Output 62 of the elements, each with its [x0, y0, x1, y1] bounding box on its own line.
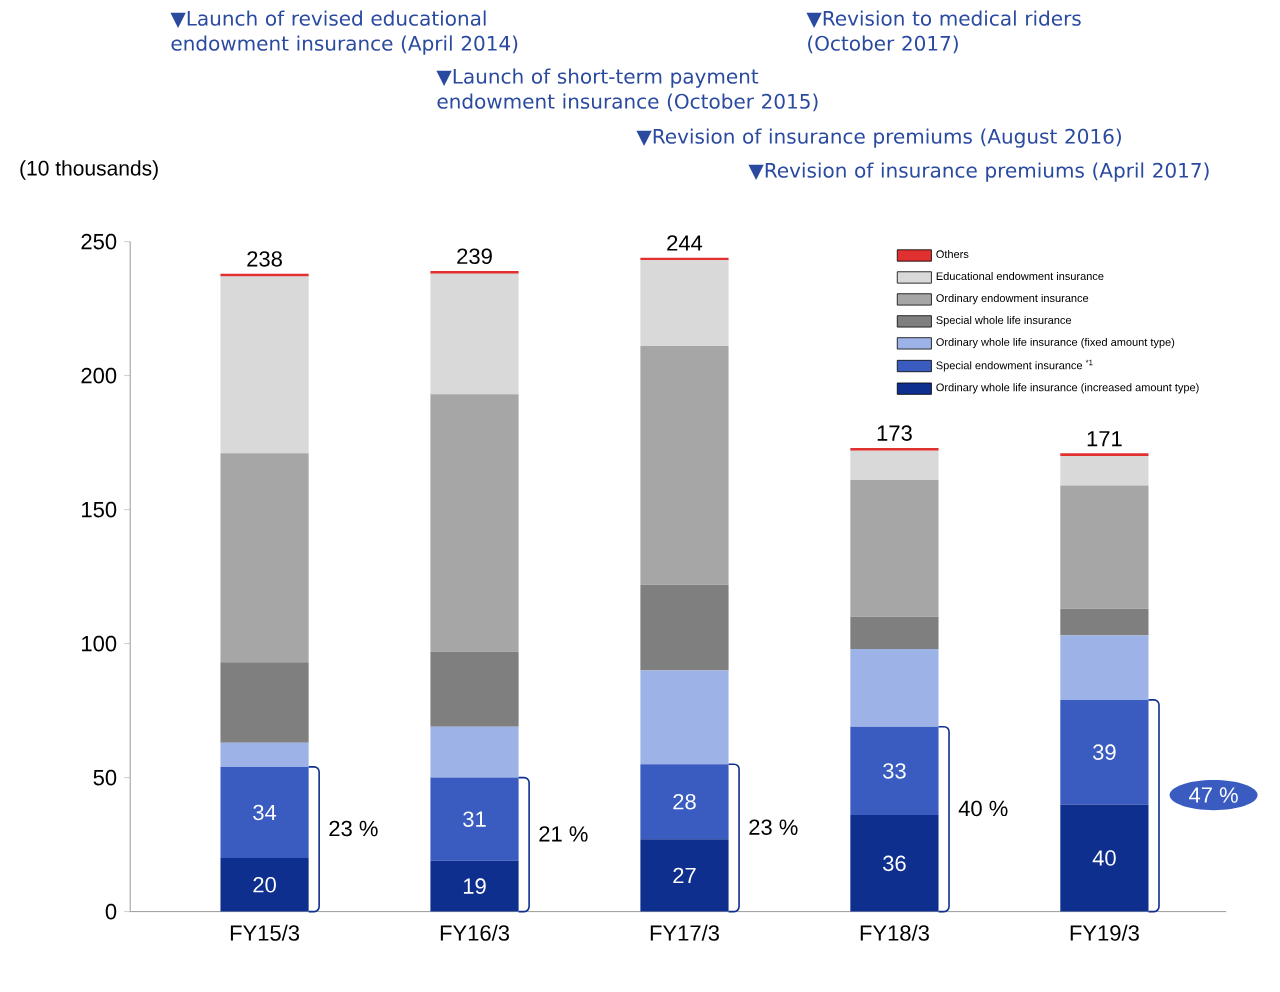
y-tick-label: 200	[81, 367, 117, 384]
bar	[1060, 635, 1149, 700]
bar	[430, 394, 519, 652]
x-tick-label: FY16/3	[440, 924, 510, 941]
bar	[850, 480, 939, 617]
text: ▼Revision of insurance premiums (April 2017)	[748, 162, 1209, 182]
bar	[1060, 456, 1149, 486]
x-tick-label: FY15/3	[230, 924, 300, 941]
annotation: 40 %	[958, 800, 1008, 817]
annotation: 23 %	[749, 819, 798, 835]
text: ▼Launch of revised educational endowment insurance (April 2014)	[170, 10, 518, 55]
y-tick-label: 250	[81, 233, 117, 250]
data-label: 40	[1092, 850, 1116, 866]
bar	[220, 276, 309, 454]
bar	[850, 450, 939, 481]
data-label: 39	[1093, 744, 1116, 760]
y-tick-label: 50	[93, 769, 117, 786]
bar	[850, 648, 939, 727]
bar	[640, 346, 729, 585]
bar	[430, 273, 519, 395]
bar	[1060, 699, 1149, 805]
data-label: 27	[673, 867, 696, 884]
y-tick-label: 100	[82, 635, 117, 652]
bar	[220, 742, 309, 767]
data-label: 20	[253, 877, 276, 893]
bar	[1060, 485, 1149, 609]
y-tick-label: 150	[82, 501, 117, 518]
text: ▼Launch of short-term payment endowment insurance (October 2015)	[436, 68, 818, 112]
y-axis-title: (10 thousands)	[20, 160, 158, 180]
bar	[220, 766, 309, 858]
annotation: 23 %	[329, 820, 378, 837]
data-label: 33	[883, 763, 906, 779]
text: ▼Revision to medical riders (October 2017)	[806, 10, 1081, 54]
annotation: 21 %	[539, 826, 588, 842]
y-tick-label: 0	[105, 903, 117, 920]
bar	[430, 777, 519, 861]
total-label: 173	[877, 425, 912, 441]
bar	[220, 453, 309, 663]
bar	[640, 584, 729, 671]
total-label: 238	[247, 251, 282, 267]
total-label: 244	[667, 235, 703, 251]
bar	[640, 670, 729, 765]
bar	[430, 726, 519, 778]
bar	[640, 260, 729, 347]
x-tick-label: FY18/3	[860, 924, 929, 941]
bar	[220, 662, 309, 743]
data-label: 36	[883, 855, 906, 872]
x-tick-label: FY17/3	[650, 924, 719, 941]
x-tick-label: FY19/3	[1070, 924, 1139, 941]
bar	[430, 651, 519, 727]
annotation: 47 %	[1189, 787, 1238, 803]
data-label: 31	[463, 811, 486, 827]
bar	[1060, 608, 1149, 636]
bar	[850, 726, 939, 816]
total-label: 171	[1087, 431, 1122, 447]
bar	[850, 616, 939, 649]
data-label: 19	[463, 878, 486, 894]
total-label: 239	[457, 248, 492, 265]
data-label: 28	[673, 793, 696, 810]
bar	[640, 764, 729, 840]
data-label: 34	[253, 804, 277, 821]
text: ▼Revision of insurance premiums (August 2016)	[636, 128, 1121, 148]
